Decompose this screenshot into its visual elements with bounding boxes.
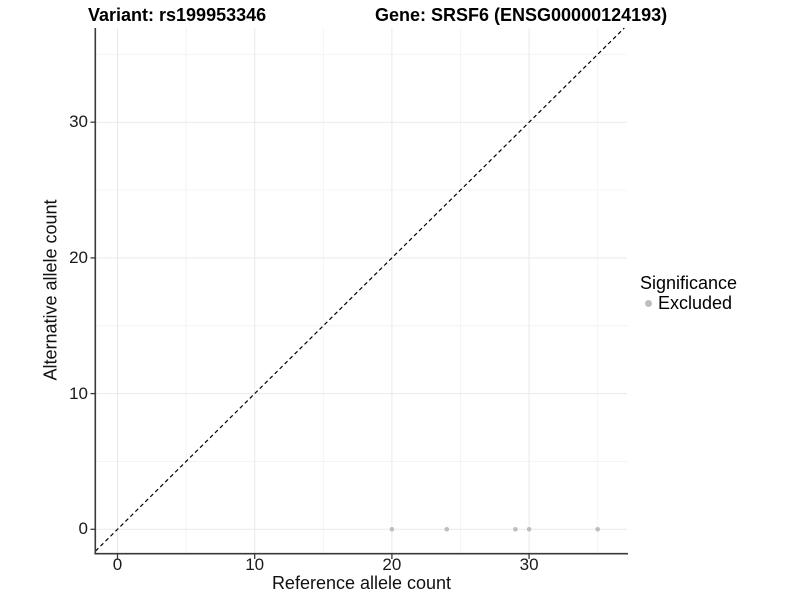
legend-item: Excluded [640, 293, 737, 313]
y-tick-label: 0 [78, 519, 88, 539]
x-tick-label: 10 [245, 555, 265, 574]
legend-item-label: Excluded [658, 292, 733, 313]
legend: Significance Excluded [640, 273, 737, 313]
x-tick-label: 30 [519, 555, 539, 574]
y-tick-label: 20 [69, 247, 88, 267]
legend-items: Excluded [640, 293, 737, 313]
data-point [595, 527, 600, 532]
data-point [513, 527, 518, 532]
x-tick-label: 20 [382, 555, 402, 574]
legend-title: Significance [640, 273, 738, 293]
data-point [526, 527, 532, 532]
y-tick-label: 10 [69, 383, 88, 403]
plot-title-gene: Gene: SRSF6 (ENSG00000124193) [375, 5, 668, 25]
identity-dashed-line [95, 27, 625, 552]
legend-point-icon [645, 299, 652, 307]
data-point [444, 527, 450, 532]
x-axis-title: Reference allele count [271, 573, 452, 593]
y-tick-label: 30 [69, 112, 88, 132]
data-point [389, 527, 395, 532]
plot-title-variant: Variant: rs199953346 [88, 5, 267, 25]
y-axis-title: Alternative allele count [40, 199, 61, 381]
x-tick-label: 0 [112, 555, 123, 574]
